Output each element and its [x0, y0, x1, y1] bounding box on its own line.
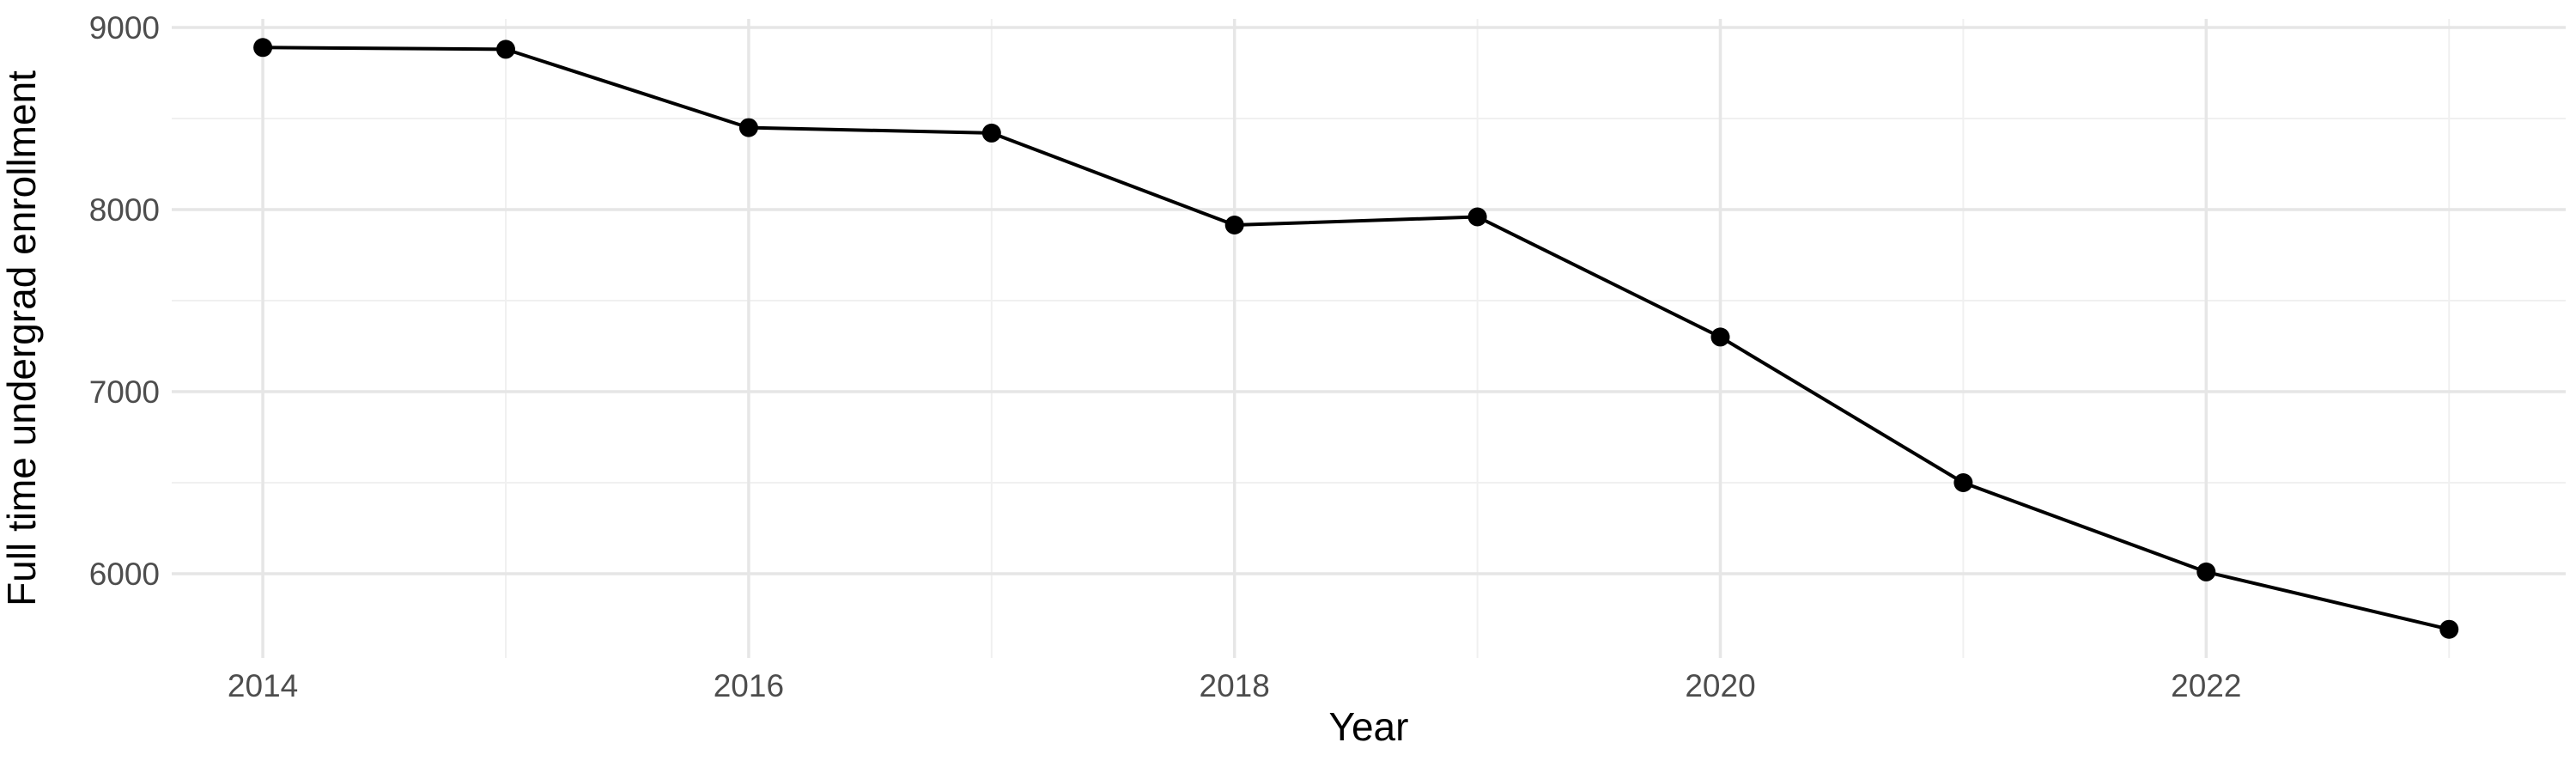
data-points: [253, 38, 2459, 639]
x-axis-title: Year: [1329, 704, 1409, 749]
data-point-marker: [1953, 473, 1973, 492]
data-point-marker: [1467, 207, 1487, 227]
x-tick-label: 2020: [1685, 668, 1755, 703]
data-point-marker: [253, 38, 273, 58]
y-tick-label: 6000: [89, 557, 160, 592]
x-tick-label: 2018: [1200, 668, 1270, 703]
data-point-marker: [496, 40, 515, 59]
x-tick-label: 2016: [714, 668, 784, 703]
data-point-marker: [1710, 327, 1730, 347]
x-axis-tick-labels: 2014 2016 2018 2020 2022: [228, 668, 2242, 703]
data-point-marker: [1224, 216, 1244, 234]
y-axis-tick-labels: 9000 8000 7000 6000: [89, 10, 160, 592]
data-series: [263, 46, 2450, 631]
x-tick-label: 2022: [2171, 668, 2241, 703]
data-point-marker: [2439, 619, 2459, 639]
y-axis-title: Full time undergrad enrollment: [0, 70, 44, 606]
enrollment-trend-line: [263, 46, 2450, 631]
data-point-marker: [2196, 562, 2216, 581]
gridlines-major: [172, 19, 2566, 658]
y-tick-label: 8000: [89, 192, 160, 228]
x-tick-label: 2014: [228, 668, 298, 703]
y-tick-label: 7000: [89, 374, 160, 410]
y-tick-label: 9000: [89, 10, 160, 46]
gridlines-minor: [172, 19, 2566, 658]
data-point-marker: [738, 118, 758, 137]
data-point-marker: [981, 123, 1001, 143]
